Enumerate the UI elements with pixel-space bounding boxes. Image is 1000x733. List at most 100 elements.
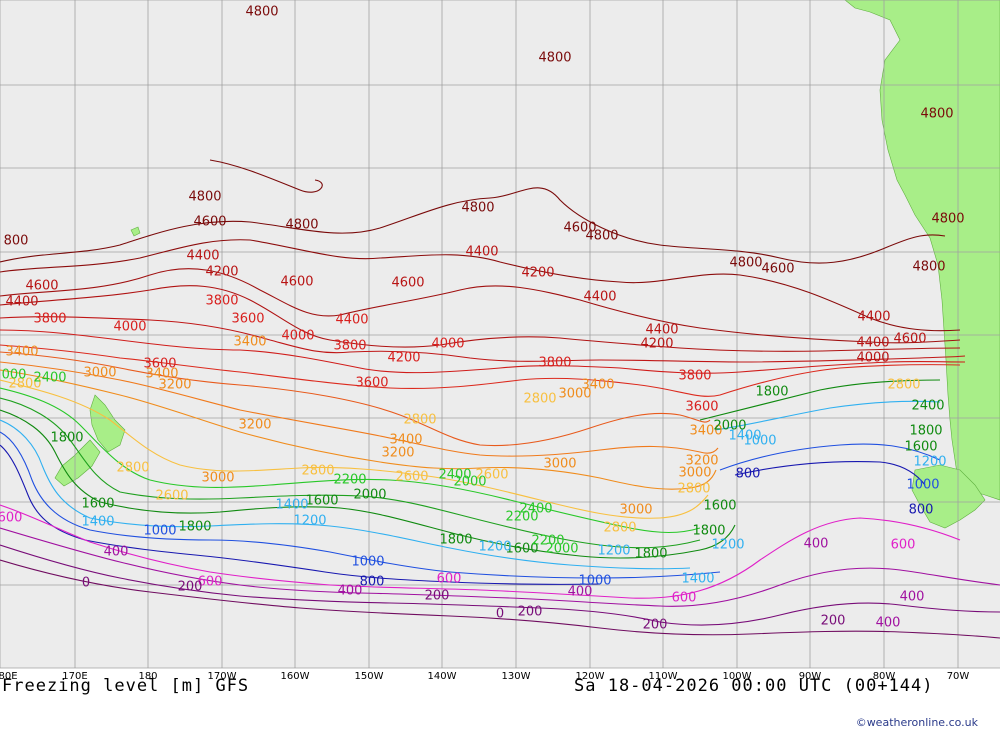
contour-label: 4800 bbox=[912, 260, 945, 275]
contour-label: 4800 bbox=[585, 229, 618, 244]
contour-label: 4600 bbox=[391, 276, 424, 291]
contour-label: 3800 bbox=[205, 294, 238, 309]
contour-label: 1600 bbox=[305, 494, 338, 509]
contour-label: 4000 bbox=[113, 320, 146, 335]
contour-label: 3800 bbox=[333, 339, 366, 354]
contour-label: 3400 bbox=[389, 433, 422, 448]
contour-label: 3400 bbox=[5, 345, 38, 360]
lat-lon-grid bbox=[0, 0, 1000, 669]
contour-label: 3600 bbox=[143, 357, 176, 372]
contour-200 bbox=[0, 544, 1000, 626]
contour-label: 800 bbox=[736, 467, 761, 482]
contour-label: 800 bbox=[360, 575, 385, 590]
longitude-tick: 180 bbox=[138, 671, 157, 682]
contour-label: 1800 bbox=[909, 424, 942, 439]
contour-label: 400 bbox=[338, 584, 363, 599]
contour-label: 1800 bbox=[178, 520, 211, 535]
contour-label: 4800 bbox=[245, 5, 278, 20]
contour-label: 1800 bbox=[634, 547, 667, 562]
contour-label: 0 bbox=[82, 576, 90, 591]
contour-label: 2800 bbox=[116, 461, 149, 476]
contour-label: 3600 bbox=[355, 376, 388, 391]
contour-0 bbox=[0, 559, 1000, 639]
contour-label: 2800 bbox=[523, 392, 556, 407]
contour-label: 3000 bbox=[619, 503, 652, 518]
contour-1800 bbox=[0, 409, 736, 559]
contour-label: 1200 bbox=[597, 544, 630, 559]
contour-label: 200 bbox=[643, 618, 668, 633]
longitude-tick: 80W bbox=[873, 671, 896, 682]
contour-label: 4000 bbox=[281, 329, 314, 344]
credit-link[interactable]: ©weatheronline.co.uk bbox=[855, 716, 978, 729]
longitude-tick: 140W bbox=[428, 671, 457, 682]
map-plot-area bbox=[0, 0, 1000, 668]
contour-label: 2600 bbox=[155, 489, 188, 504]
contour-label: 3800 bbox=[33, 312, 66, 327]
contour-4200 bbox=[0, 285, 961, 352]
contour-label: 1600 bbox=[505, 542, 538, 557]
contour-label: 2600 bbox=[475, 468, 508, 483]
contour-label: 1800 bbox=[50, 431, 83, 446]
contour-label: 200 bbox=[425, 589, 450, 604]
contour-label: 1800 bbox=[755, 385, 788, 400]
contour-label: 4800 bbox=[729, 256, 762, 271]
contour-4000 bbox=[0, 316, 966, 363]
contour-label: 2600 bbox=[395, 470, 428, 485]
contour-2000 bbox=[0, 397, 701, 549]
contour-label: 1600 bbox=[904, 440, 937, 455]
contour-label: 2800 bbox=[677, 482, 710, 497]
contour-label: 4200 bbox=[640, 337, 673, 352]
contour-label: 3800 bbox=[538, 356, 571, 371]
contour-4400 bbox=[0, 268, 961, 344]
contour-label: 4200 bbox=[387, 351, 420, 366]
contour-label: 1000 bbox=[906, 478, 939, 493]
contour-4600 bbox=[0, 239, 961, 332]
contour-label: 4800 bbox=[538, 51, 571, 66]
contour-2400 bbox=[0, 387, 701, 533]
patagonia-land bbox=[911, 464, 986, 529]
longitude-tick: 80E bbox=[0, 671, 18, 682]
new-zealand-south-island bbox=[54, 439, 101, 487]
longitude-tick: 150W bbox=[355, 671, 384, 682]
contour-label: 2200 bbox=[531, 534, 564, 549]
contour-label: 2400 bbox=[33, 371, 66, 386]
contour-label: 4800 bbox=[285, 218, 318, 233]
map-title: Freezing level [m] GFS bbox=[2, 676, 250, 696]
contour-label: 1400 bbox=[81, 515, 114, 530]
contour-800-east bbox=[734, 461, 926, 486]
contour-label: 4400 bbox=[5, 295, 38, 310]
contour-label: 4800 bbox=[931, 212, 964, 227]
contour-label: 3000 bbox=[678, 466, 711, 481]
contour-label: 4600 bbox=[563, 221, 596, 236]
contour-label: 2400 bbox=[438, 468, 471, 483]
contour-label: 3000 bbox=[201, 471, 234, 486]
contour-label: 400 bbox=[804, 537, 829, 552]
contour-label: 3600 bbox=[685, 400, 718, 415]
contour-label: 4400 bbox=[857, 310, 890, 325]
contour-label: 2000 bbox=[713, 419, 746, 434]
contour-label: 4600 bbox=[280, 275, 313, 290]
contour-label: 3200 bbox=[381, 446, 414, 461]
contour-label: 1800 bbox=[692, 524, 725, 539]
contour-label: 4600 bbox=[893, 332, 926, 347]
longitude-tick: 100W bbox=[723, 671, 752, 682]
contour-label: 200 bbox=[178, 580, 203, 595]
contour-label: 1000 bbox=[578, 574, 611, 589]
contour-label: 3400 bbox=[581, 378, 614, 393]
contour-label: 1200 bbox=[711, 538, 744, 553]
contour-label: 1800 bbox=[439, 533, 472, 548]
contour-label: 2800 bbox=[403, 413, 436, 428]
contour-label: 1600 bbox=[81, 497, 114, 512]
contour-label: 4400 bbox=[186, 249, 219, 264]
contour-label: 4400 bbox=[856, 336, 889, 351]
contour-1400 bbox=[0, 419, 691, 570]
contour-label: 3200 bbox=[685, 454, 718, 469]
longitude-tick: 110W bbox=[649, 671, 678, 682]
contour-label: 3200 bbox=[158, 378, 191, 393]
contour-label: 4200 bbox=[521, 266, 554, 281]
longitude-tick: 170W bbox=[208, 671, 237, 682]
contour-1000-east bbox=[719, 443, 941, 471]
contour-4800 bbox=[0, 187, 946, 264]
contour-label: 4600 bbox=[25, 279, 58, 294]
